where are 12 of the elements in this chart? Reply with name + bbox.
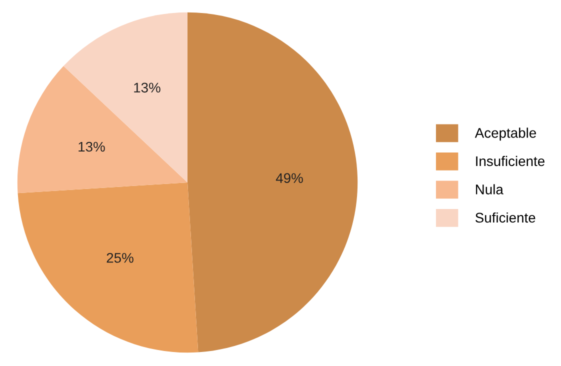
pie-slice <box>64 12 188 182</box>
legend-label: Insuficiente <box>476 156 544 166</box>
data-label: 13% <box>78 142 105 152</box>
legend-label: Nula <box>476 184 504 194</box>
data-label: 13% <box>134 82 160 93</box>
pie-slice <box>18 182 198 353</box>
data-label: 49% <box>276 173 303 184</box>
pie-slice <box>17 66 188 194</box>
legend-label: Aceptable <box>474 128 536 141</box>
legend-label: Suficiente <box>475 212 536 223</box>
pie-slice <box>188 12 358 352</box>
data-label: 25% <box>106 252 134 263</box>
